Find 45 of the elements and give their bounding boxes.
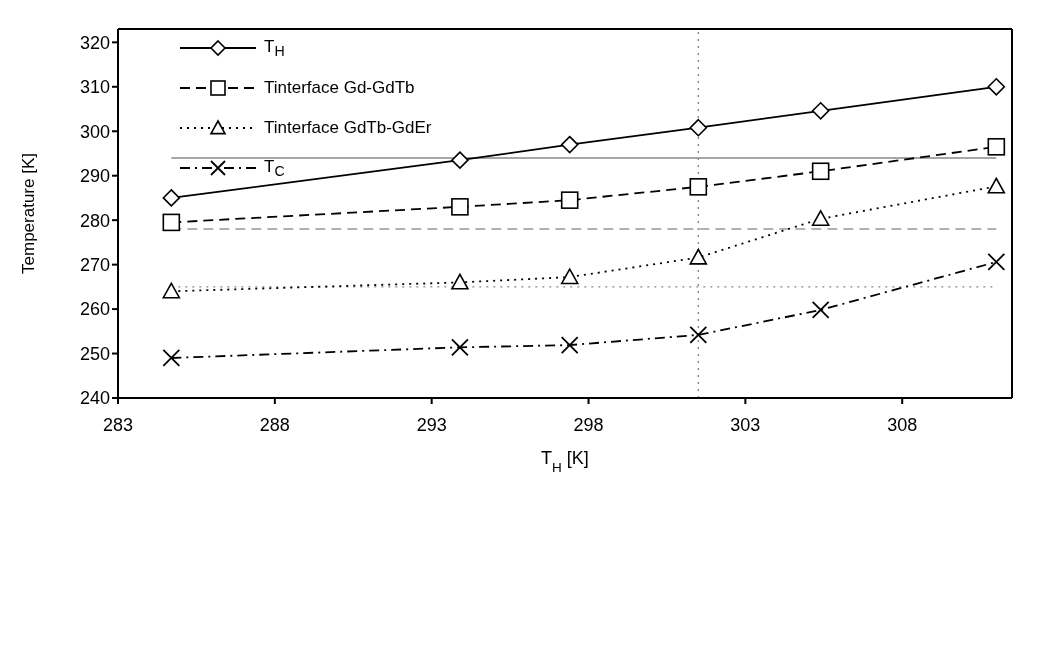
x-tick-label: 298 bbox=[573, 414, 604, 435]
point bbox=[689, 178, 708, 196]
point bbox=[811, 210, 830, 227]
x-tick-label: 308 bbox=[887, 414, 918, 435]
y-tick-label: 300 bbox=[79, 121, 110, 142]
point bbox=[560, 135, 579, 154]
point bbox=[689, 118, 708, 137]
point bbox=[162, 189, 181, 207]
point bbox=[451, 151, 469, 169]
point bbox=[560, 191, 579, 209]
point bbox=[451, 273, 469, 290]
point bbox=[689, 325, 708, 344]
y-tick-label: 320 bbox=[79, 32, 110, 53]
y-tick-label: 270 bbox=[79, 255, 110, 276]
point bbox=[689, 248, 708, 265]
legend-label: T$_{C}$ bbox=[264, 156, 285, 180]
point bbox=[162, 213, 181, 232]
legend-label: T$_{H}$ bbox=[264, 36, 285, 60]
y-tick-label: 240 bbox=[79, 388, 110, 409]
x-axis-title: T$_{H}$ [K] bbox=[541, 448, 589, 475]
x-tick-label: 283 bbox=[102, 414, 134, 435]
point bbox=[987, 78, 1006, 96]
point bbox=[987, 253, 1006, 271]
x-tick-label: 303 bbox=[730, 414, 761, 435]
x-tick-label: 293 bbox=[416, 414, 447, 435]
point bbox=[560, 268, 579, 285]
point bbox=[987, 138, 1006, 156]
point bbox=[811, 301, 830, 319]
point bbox=[451, 338, 469, 357]
point bbox=[811, 162, 830, 181]
point bbox=[451, 198, 469, 216]
y-tick-label: 310 bbox=[79, 77, 110, 98]
y-tick-label: 290 bbox=[79, 166, 110, 187]
point bbox=[162, 349, 181, 367]
point bbox=[162, 282, 181, 299]
y-tick-label: 280 bbox=[79, 210, 110, 231]
y-axis-title: Temperature [K] bbox=[19, 153, 39, 274]
legend-label: Tinterface Gd-GdTb bbox=[264, 78, 415, 98]
point bbox=[987, 177, 1006, 194]
y-tick-label: 260 bbox=[79, 299, 110, 320]
point bbox=[560, 336, 579, 354]
x-tick-label: 288 bbox=[259, 414, 290, 435]
point bbox=[811, 102, 830, 120]
legend-label: Tinterface GdTb-GdEr bbox=[264, 118, 432, 138]
y-tick-label: 250 bbox=[79, 343, 110, 364]
